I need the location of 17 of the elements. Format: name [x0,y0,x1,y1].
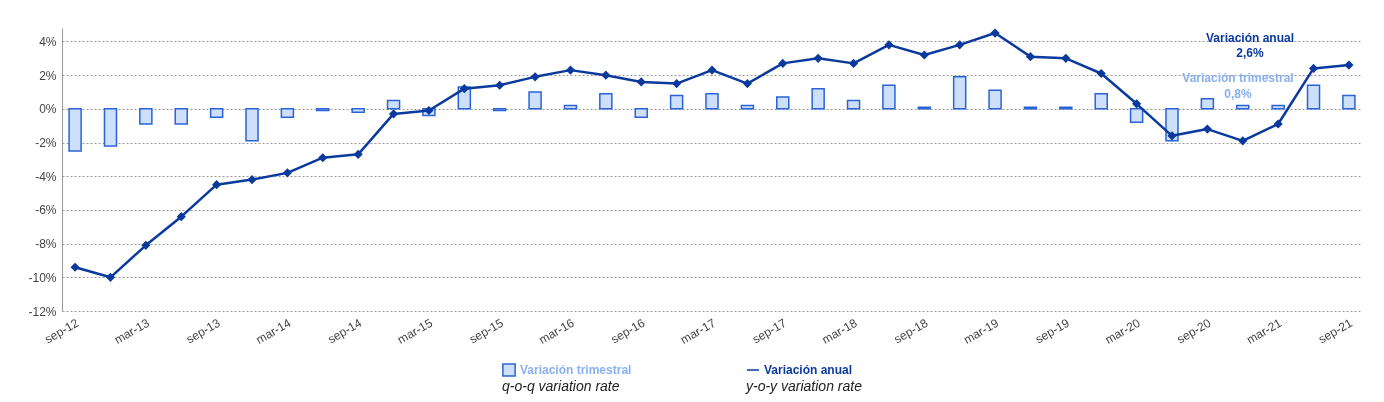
annotation: 0,8% [1224,87,1252,101]
annotation: 2,6% [1236,46,1264,60]
legend-label: Variación anual [764,363,853,377]
y-tick-label: -4% [35,169,57,184]
annotation: Variación trimestral [1182,71,1294,85]
legend-label: Variación trimestral [520,363,632,377]
y-tick-label: 2% [39,68,57,83]
y-tick-label: -2% [35,136,57,151]
y-tick-label: -12% [28,304,57,319]
text: y-o-y variation rate [745,378,863,394]
y-tick-label: 0% [39,102,57,117]
y-tick-label: 4% [39,34,57,49]
y-tick-label: -6% [35,203,57,218]
annotation: Variación anual [1205,31,1295,45]
text: q-o-q variation rate [502,378,620,394]
y-tick-label: -10% [28,270,57,285]
y-tick-label: -8% [35,237,57,252]
